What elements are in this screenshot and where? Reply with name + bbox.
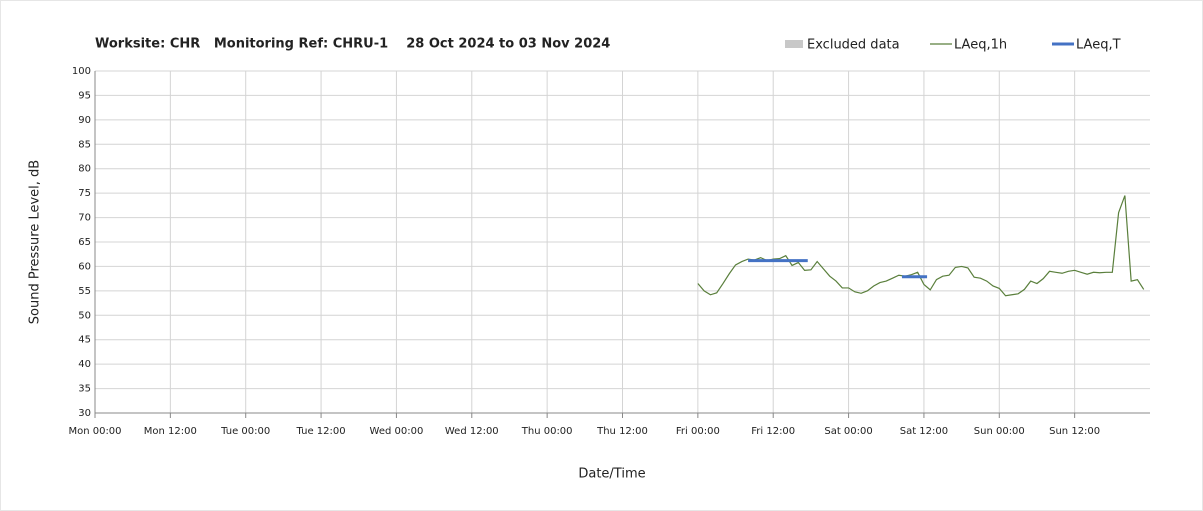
y-tick-label: 55 [78, 286, 91, 297]
y-tick-label: 75 [78, 188, 91, 199]
x-tick-label: Wed 12:00 [445, 426, 499, 437]
y-tick-label: 45 [78, 335, 91, 346]
x-tick-label: Fri 12:00 [751, 426, 795, 437]
x-tick-label: Sat 12:00 [900, 426, 948, 437]
y-tick-label: 100 [72, 66, 91, 77]
x-tick-label: Thu 12:00 [596, 426, 648, 437]
y-tick-label: 40 [78, 359, 91, 370]
x-axis-label: Date/Time [578, 467, 645, 482]
y-tick-label: 35 [78, 384, 91, 395]
legend-label: LAeq,T [1076, 38, 1121, 53]
x-tick-label: Sat 00:00 [824, 426, 872, 437]
y-tick-label: 70 [78, 213, 91, 224]
y-tick-label: 90 [78, 115, 91, 126]
y-tick-label: 30 [78, 408, 91, 419]
y-tick-label: 80 [78, 164, 91, 175]
x-tick-label: Thu 00:00 [521, 426, 573, 437]
y-tick-label: 85 [78, 139, 91, 150]
y-tick-label: 95 [78, 90, 91, 101]
x-tick-label: Sun 12:00 [1049, 426, 1100, 437]
legend-label: LAeq,1h [954, 38, 1007, 53]
legend-label: Excluded data [807, 38, 900, 53]
y-tick-label: 50 [78, 310, 91, 321]
y-tick-label: 65 [78, 237, 91, 248]
x-tick-label: Mon 12:00 [144, 426, 197, 437]
x-tick-label: Tue 12:00 [296, 426, 346, 437]
x-tick-label: Mon 00:00 [68, 426, 121, 437]
x-tick-label: Sun 00:00 [974, 426, 1025, 437]
x-tick-label: Wed 00:00 [370, 426, 424, 437]
y-tick-label: 60 [78, 261, 91, 272]
x-tick-label: Fri 00:00 [676, 426, 720, 437]
x-tick-label: Tue 00:00 [220, 426, 270, 437]
y-axis-label: Sound Pressure Level, dB [28, 160, 43, 324]
chart-title: Worksite: CHR Monitoring Ref: CHRU-1 28 … [95, 37, 610, 52]
